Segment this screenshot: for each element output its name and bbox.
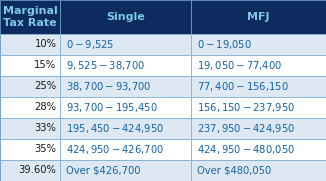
Text: Marginal
Tax Rate: Marginal Tax Rate [3,6,57,28]
Bar [0,139,60,160]
Bar [60,76,191,97]
Text: 39.60%: 39.60% [19,165,56,175]
Text: 25%: 25% [34,81,56,91]
Bar [60,160,191,181]
Bar [191,34,326,55]
Bar [191,76,326,97]
Text: $424,950-$480,050: $424,950-$480,050 [197,143,295,156]
Bar [60,55,191,76]
Text: Over $426,700: Over $426,700 [66,165,141,175]
Text: MFJ: MFJ [247,12,270,22]
Text: $0-$19,050: $0-$19,050 [197,38,251,51]
Text: $93,700-$195,450: $93,700-$195,450 [66,101,158,114]
Bar [191,160,326,181]
Text: $156,150-$237,950: $156,150-$237,950 [197,101,295,114]
Text: $19,050-$77,400: $19,050-$77,400 [197,59,282,72]
Text: Single: Single [106,12,145,22]
Bar [191,139,326,160]
Bar [0,118,60,139]
Bar [60,139,191,160]
Bar [60,34,191,55]
Text: 15%: 15% [34,60,56,70]
Text: $195,450-$424,950: $195,450-$424,950 [66,122,164,135]
Bar [0,34,60,55]
Text: 33%: 33% [35,123,56,133]
Bar [191,0,326,34]
Text: $38,700-$93,700: $38,700-$93,700 [66,80,152,93]
Text: Over $480,050: Over $480,050 [197,165,271,175]
Text: $424,950-$426,700: $424,950-$426,700 [66,143,164,156]
Text: 10%: 10% [35,39,56,49]
Text: $0-$9,525: $0-$9,525 [66,38,114,51]
Bar [0,55,60,76]
Text: 35%: 35% [35,144,56,154]
Text: $237,950-$424,950: $237,950-$424,950 [197,122,295,135]
Bar [60,0,191,34]
Bar [0,97,60,118]
Text: $9,525-$38,700: $9,525-$38,700 [66,59,145,72]
Bar [0,76,60,97]
Bar [0,160,60,181]
Bar [0,0,60,34]
Bar [60,118,191,139]
Bar [191,118,326,139]
Bar [191,55,326,76]
Bar [191,97,326,118]
Bar [60,97,191,118]
Text: $77,400-$156,150: $77,400-$156,150 [197,80,288,93]
Text: 28%: 28% [35,102,56,112]
